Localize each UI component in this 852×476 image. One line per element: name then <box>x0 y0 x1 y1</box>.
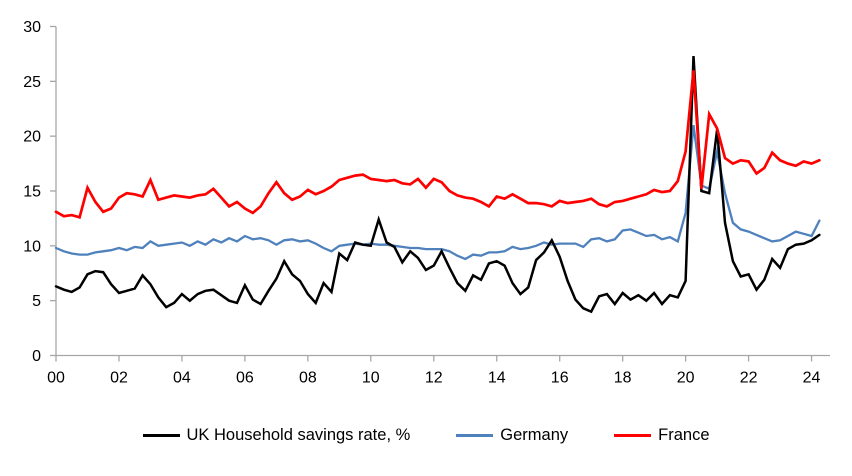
x-tick-label: 22 <box>740 370 758 387</box>
y-tick-label: 10 <box>23 238 41 255</box>
y-tick-label: 30 <box>23 19 41 36</box>
series-line-germany <box>54 125 821 261</box>
legend-label-france: France <box>658 426 710 444</box>
y-tick-label: 25 <box>23 74 41 91</box>
x-tick-label: 14 <box>488 370 506 387</box>
y-tick-label: 0 <box>32 348 41 365</box>
y-tick-label: 15 <box>23 184 41 201</box>
x-tick-label: 12 <box>425 370 443 387</box>
x-tick-label: 02 <box>110 370 128 387</box>
x-tick-label: 04 <box>173 370 191 387</box>
chart-legend: UK Household savings rate, % Germany Fra… <box>0 426 852 445</box>
chart-plot-area: 0 5 10 15 20 25 30 00 02 04 06 08 10 12 14 16 18 20 22 24 <box>23 19 830 387</box>
x-tick-label: 24 <box>803 370 821 387</box>
legend-item-germany: Germany <box>456 426 568 445</box>
series-line-france <box>54 70 821 219</box>
x-tick-label: 18 <box>614 370 632 387</box>
uk-line-swatch <box>142 434 180 437</box>
y-tick-label: 5 <box>32 293 41 310</box>
legend-item-france: France <box>614 426 710 445</box>
x-tick-label: 10 <box>362 370 380 387</box>
x-tick-label: 16 <box>551 370 569 387</box>
x-tick-label: 00 <box>47 370 65 387</box>
legend-item-uk: UK Household savings rate, % <box>142 426 411 445</box>
france-line-swatch <box>614 434 652 437</box>
series-line-uk-household-savings-rate <box>54 56 821 314</box>
legend-label-germany: Germany <box>500 426 569 444</box>
x-tick-label: 06 <box>236 370 254 387</box>
germany-line-swatch <box>456 434 494 437</box>
legend-label-uk: UK Household savings rate, % <box>186 426 411 444</box>
x-tick-label: 20 <box>677 370 695 387</box>
x-tick-label: 08 <box>299 370 317 387</box>
y-tick-label: 20 <box>23 129 41 146</box>
